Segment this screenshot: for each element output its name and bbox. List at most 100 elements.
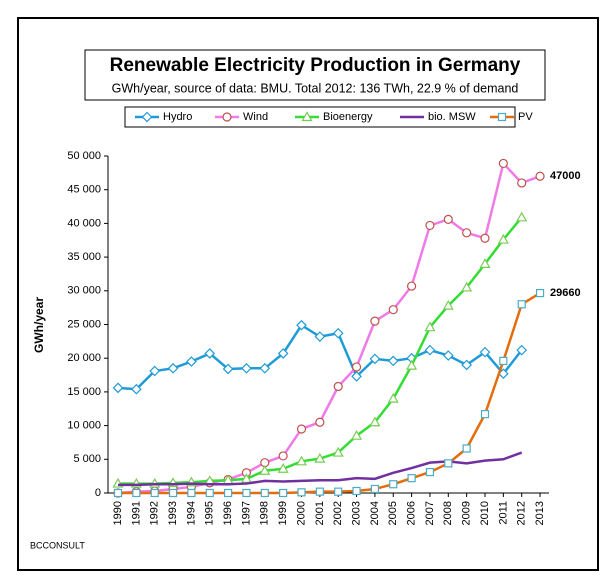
data-point (241, 362, 252, 374)
data-point (497, 233, 509, 244)
x-tick-label: 2006 (406, 501, 418, 525)
data-point (279, 488, 288, 498)
data-point (444, 459, 453, 468)
data-point (278, 451, 288, 461)
data-point (168, 488, 178, 498)
x-tick-label: 1999 (277, 501, 289, 525)
data-point (332, 327, 344, 339)
data-point (461, 281, 473, 292)
data-point (517, 300, 526, 309)
data-point (424, 321, 436, 332)
data-point (351, 429, 363, 440)
data-point (442, 299, 454, 310)
x-tick-label: 1990 (112, 501, 124, 525)
data-point (333, 381, 343, 392)
legend-marker (222, 112, 232, 122)
data-point (351, 371, 362, 382)
legend-label: bio. MSW (428, 111, 476, 123)
data-point (370, 316, 380, 326)
x-tick-label: 1996 (222, 501, 234, 525)
data-point (277, 348, 289, 359)
x-tick-label: 1998 (259, 501, 271, 525)
x-tick-label: 1997 (240, 501, 252, 525)
chart-title: Renewable Electricity Production in Germ… (110, 55, 521, 76)
x-tick-label: 2000 (295, 501, 307, 525)
x-tick-label: 2002 (332, 501, 344, 525)
x-tick-label: 2008 (442, 501, 454, 525)
data-point (242, 488, 251, 498)
y-tick-label: 50 000 (67, 150, 101, 162)
y-tick-label: 30 000 (67, 285, 101, 297)
legend-box (124, 106, 516, 128)
data-point (277, 463, 289, 473)
data-point (516, 211, 528, 222)
data-point (389, 480, 398, 489)
legend-marker (301, 111, 313, 122)
data-point (442, 350, 454, 361)
y-axis-label: GWh/year (32, 297, 46, 353)
y-tick-label: 20 000 (67, 352, 101, 364)
y-tick-label: 25 000 (67, 318, 101, 330)
data-point (205, 488, 214, 498)
data-point (112, 382, 124, 394)
x-tick-label: 2005 (387, 501, 399, 525)
data-point (297, 488, 306, 497)
data-point (424, 344, 436, 356)
data-point (479, 258, 491, 268)
y-tick-label: 40 000 (67, 217, 101, 229)
data-point (315, 417, 325, 427)
x-tick-label: 1992 (149, 501, 161, 525)
data-point (407, 474, 416, 483)
frame (17, 17, 599, 571)
data-point (187, 488, 196, 498)
data-point (334, 487, 343, 496)
data-point (480, 410, 490, 419)
data-point (498, 158, 508, 169)
data-point (224, 488, 233, 498)
data-point (314, 331, 326, 342)
legend-marker (141, 111, 153, 123)
x-tick-label: 2007 (424, 501, 436, 525)
data-point (443, 214, 453, 224)
x-tick-label: 2012 (516, 501, 528, 525)
data-point (132, 488, 141, 498)
data-point (167, 362, 179, 374)
title-box (84, 49, 546, 101)
data-point (113, 488, 123, 498)
data-point (480, 233, 490, 243)
data-point (149, 365, 161, 377)
y-tick-label: 15 000 (67, 386, 101, 398)
data-point (222, 363, 234, 375)
x-tick-label: 2001 (314, 501, 326, 525)
series-line (118, 216, 523, 485)
data-point (517, 178, 527, 188)
data-point (352, 486, 361, 496)
data-point (406, 359, 418, 370)
legend-label: PV (518, 111, 533, 123)
data-point (535, 171, 545, 181)
data-point (499, 356, 508, 365)
y-tick-label: 35 000 (67, 251, 101, 263)
chart-subtitle: GWh/year, source of data: BMU. Total 201… (112, 81, 519, 95)
data-point (535, 288, 545, 298)
data-point (425, 468, 435, 477)
data-point (462, 228, 472, 238)
y-tick-label: 45 000 (67, 184, 101, 196)
data-label: 47000 (550, 170, 581, 182)
legend-label: Bioenergy (323, 111, 373, 123)
data-point (425, 220, 435, 231)
x-tick-label: 1991 (130, 501, 142, 525)
data-point (461, 359, 472, 371)
data-point (260, 488, 269, 498)
data-point (131, 383, 142, 395)
data-point (387, 355, 399, 367)
footer: BCCONSULT (30, 540, 85, 550)
legend-marker (497, 112, 507, 122)
data-point (296, 424, 307, 434)
data-point (479, 346, 491, 358)
data-point (516, 344, 528, 356)
x-tick-label: 1994 (185, 501, 197, 525)
data-point (296, 319, 307, 331)
data-point (387, 392, 399, 403)
